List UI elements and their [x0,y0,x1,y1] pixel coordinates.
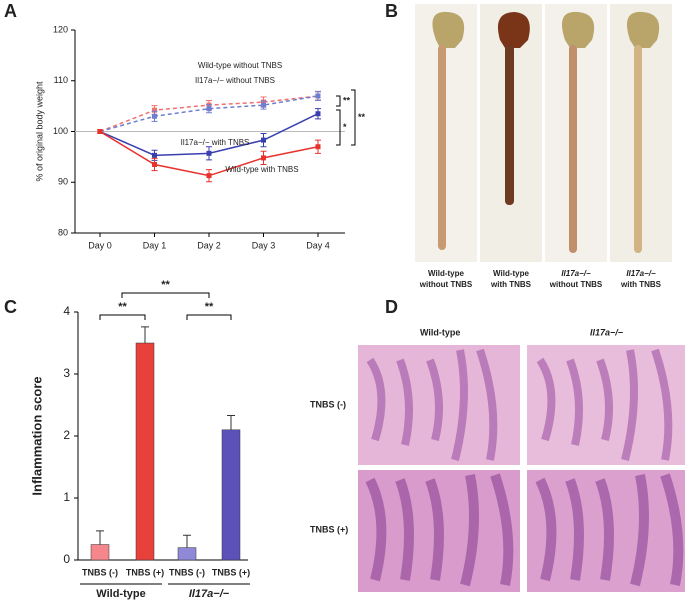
colon [438,45,446,250]
panel-label: A [4,1,17,21]
photo-label: without TNBS [549,280,603,289]
photo-label: with TNBS [620,280,662,289]
panel-label: C [4,297,17,317]
point-marker [261,102,266,108]
colon [626,11,660,48]
point-marker [315,144,321,150]
significance-bracket [186,314,232,320]
error-bar [96,530,104,545]
point-marker [206,150,212,156]
error-bar [141,326,149,343]
tissue [365,473,514,587]
tissue [536,348,673,461]
y-tick-label: 120 [53,24,68,34]
series-label: Wild-type without TNBS [198,61,282,70]
y-tick-label: 3 [63,366,70,380]
group-label: Il17a−/− [189,588,230,600]
error-bar [183,534,191,548]
tissue [366,348,498,461]
significance-bracket [99,314,146,320]
photo-label: Il17a−/− [626,269,656,278]
significance-bracket [336,109,341,146]
tissue [535,473,684,587]
series-label: Il17a−/− with TNBS [181,138,250,147]
photo-label: with TNBS [490,280,532,289]
y-tick-label: 90 [58,177,68,187]
x-tick-label: Day 2 [197,240,221,250]
point-marker [206,173,212,179]
y-tick-label: 2 [63,428,70,442]
row-header: TNBS (+) [310,524,348,534]
panel-label: B [385,1,398,21]
significance-label: ** [161,279,170,291]
point-marker [206,106,212,112]
colon [497,12,530,48]
photo-label: Il17a−/− [561,269,591,278]
point-marker [97,129,103,134]
colon [561,11,595,48]
y-axis-label: Inflammation score [29,376,44,495]
error-bar [227,415,235,430]
row-header: TNBS (-) [310,399,346,409]
x-tick-label: Day 4 [306,240,330,250]
bar [221,429,241,561]
bar [135,342,155,561]
x-tick-label: TNBS (-) [169,567,205,577]
colon [634,45,642,253]
series-label: Il17a−/− without TNBS [195,76,275,85]
bar [90,544,110,561]
point-marker [152,161,157,167]
series-line [99,95,319,133]
colon [432,11,465,48]
point-marker [261,155,266,161]
x-tick-label: TNBS (+) [212,567,250,577]
x-tick-label: TNBS (+) [126,567,164,577]
point-marker [261,137,266,143]
significance-label: ** [118,301,127,313]
significance-bracket [351,89,356,146]
colon [505,45,514,205]
x-tick-label: Day 1 [143,240,167,250]
panel-label: D [385,297,398,317]
photo-label: Wild-type [493,269,529,278]
significance-bracket [121,292,210,298]
y-tick-label: 4 [63,304,70,318]
y-tick-label: 80 [58,227,68,237]
point-marker [152,107,157,113]
y-tick-label: 100 [53,126,68,136]
column-header: Il17a−/− [590,327,624,337]
significance-label: * [343,122,347,132]
point-marker [315,111,321,117]
photo-panel [415,4,672,262]
significance-label: ** [358,112,366,122]
significance-label: ** [343,95,351,105]
y-tick-label: 1 [63,490,70,504]
point-marker [152,113,157,119]
point-marker [152,152,157,158]
x-tick-label: Day 0 [88,240,112,250]
bar [177,547,197,561]
colon [569,45,577,253]
significance-bracket [336,95,341,107]
series-label: Wild-type with TNBS [225,165,298,174]
x-tick-label: TNBS (-) [82,567,118,577]
y-tick-label: 110 [54,75,68,85]
histology-panel [358,345,685,592]
significance-label: ** [205,301,214,313]
group-label: Wild-type [96,588,145,600]
photo-label: without TNBS [419,280,473,289]
y-tick-label: 0 [63,552,70,566]
photo-label: Wild-type [428,269,464,278]
column-header: Wild-type [420,327,460,337]
x-tick-label: Day 3 [252,240,276,250]
y-axis-label: % of original body weight [34,81,44,182]
point-marker [315,93,321,99]
